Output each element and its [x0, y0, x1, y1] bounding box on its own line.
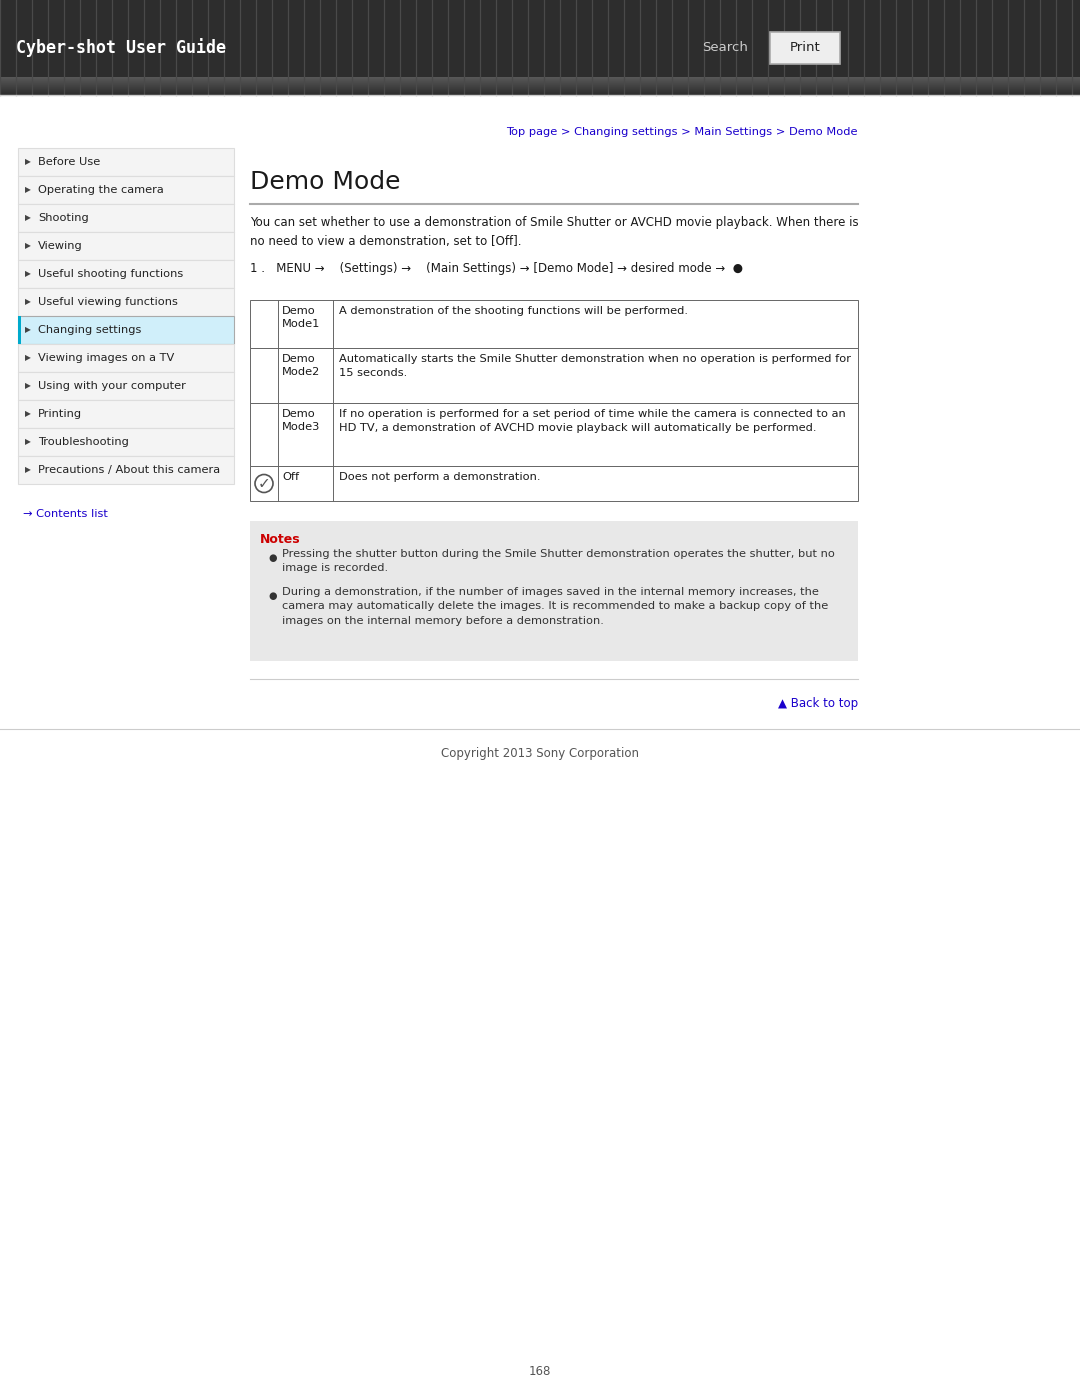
Text: Precautions / About this camera: Precautions / About this camera [38, 465, 220, 475]
Text: Cyber-shot User Guide: Cyber-shot User Guide [16, 38, 226, 57]
Text: ▶: ▶ [25, 437, 31, 447]
Text: Useful shooting functions: Useful shooting functions [38, 270, 184, 279]
Text: If no operation is performed for a set period of time while the camera is connec: If no operation is performed for a set p… [339, 409, 846, 433]
Text: ▶: ▶ [25, 381, 31, 391]
Bar [18, 344, 234, 372]
Text: You can set whether to use a demonstration of Smile Shutter or AVCHD movie playb: You can set whether to use a demonstrati… [249, 217, 859, 247]
Text: ✓: ✓ [258, 476, 270, 490]
Bar [18, 232, 234, 260]
Bar [18, 288, 234, 316]
Bar [770, 32, 840, 63]
Bar [0, 0, 1080, 95]
Bar [18, 455, 234, 483]
Text: ▶: ▶ [25, 298, 31, 306]
Text: Before Use: Before Use [38, 156, 100, 168]
Bar [18, 148, 234, 176]
Text: Does not perform a demonstration.: Does not perform a demonstration. [339, 472, 540, 482]
Text: Demo
Mode2: Demo Mode2 [282, 353, 321, 377]
Text: 1 .   MENU →    (Settings) →    (Main Settings) → [Demo Mode] → desired mode →  : 1 . MENU → (Settings) → (Main Settings) … [249, 263, 743, 275]
Text: During a demonstration, if the number of images saved in the internal memory inc: During a demonstration, if the number of… [282, 587, 828, 626]
Text: Useful viewing functions: Useful viewing functions [38, 298, 178, 307]
Text: Automatically starts the Smile Shutter demonstration when no operation is perfor: Automatically starts the Smile Shutter d… [339, 353, 851, 379]
Text: Viewing: Viewing [38, 242, 83, 251]
Text: ▶: ▶ [25, 270, 31, 278]
Bar [249, 300, 858, 348]
Text: Demo Mode: Demo Mode [249, 170, 401, 194]
Text: ▶: ▶ [25, 186, 31, 194]
Text: Off: Off [282, 472, 299, 482]
Text: Search: Search [702, 41, 748, 54]
Bar [18, 204, 234, 232]
Text: ▲ Back to top: ▲ Back to top [778, 697, 858, 710]
Text: Using with your computer: Using with your computer [38, 381, 186, 391]
Text: Shooting: Shooting [38, 212, 89, 224]
Text: Copyright 2013 Sony Corporation: Copyright 2013 Sony Corporation [441, 747, 639, 760]
Text: → Contents list: → Contents list [23, 509, 108, 520]
Text: Printing: Printing [38, 409, 82, 419]
Text: A demonstration of the shooting functions will be performed.: A demonstration of the shooting function… [339, 306, 688, 316]
Text: ●: ● [268, 591, 276, 601]
Text: ▶: ▶ [25, 409, 31, 419]
Text: Top page > Changing settings > Main Settings > Demo Mode: Top page > Changing settings > Main Sett… [507, 127, 858, 137]
Text: Pressing the shutter button during the Smile Shutter demonstration operates the : Pressing the shutter button during the S… [282, 549, 835, 573]
Text: Demo
Mode1: Demo Mode1 [282, 306, 321, 330]
Bar [18, 176, 234, 204]
Bar [249, 402, 858, 467]
Text: Print: Print [789, 41, 821, 54]
Text: Notes: Notes [260, 534, 300, 546]
Text: ▶: ▶ [25, 465, 31, 475]
Bar [249, 467, 858, 502]
Bar [18, 427, 234, 455]
Text: Changing settings: Changing settings [38, 326, 141, 335]
Bar [249, 521, 858, 661]
Text: Troubleshooting: Troubleshooting [38, 437, 129, 447]
Text: ▶: ▶ [25, 158, 31, 166]
Text: Demo
Mode3: Demo Mode3 [282, 409, 321, 432]
Bar [18, 260, 234, 288]
Bar [18, 400, 234, 427]
Text: 168: 168 [529, 1365, 551, 1377]
Text: ▶: ▶ [25, 326, 31, 334]
Bar [18, 316, 234, 344]
Text: ▶: ▶ [25, 214, 31, 222]
Text: ▶: ▶ [25, 353, 31, 362]
Text: ●: ● [268, 553, 276, 563]
Text: ▶: ▶ [25, 242, 31, 250]
Bar [18, 372, 234, 400]
Bar [249, 348, 858, 402]
Text: Operating the camera: Operating the camera [38, 184, 164, 196]
Text: Viewing images on a TV: Viewing images on a TV [38, 353, 174, 363]
Bar [18, 316, 21, 344]
